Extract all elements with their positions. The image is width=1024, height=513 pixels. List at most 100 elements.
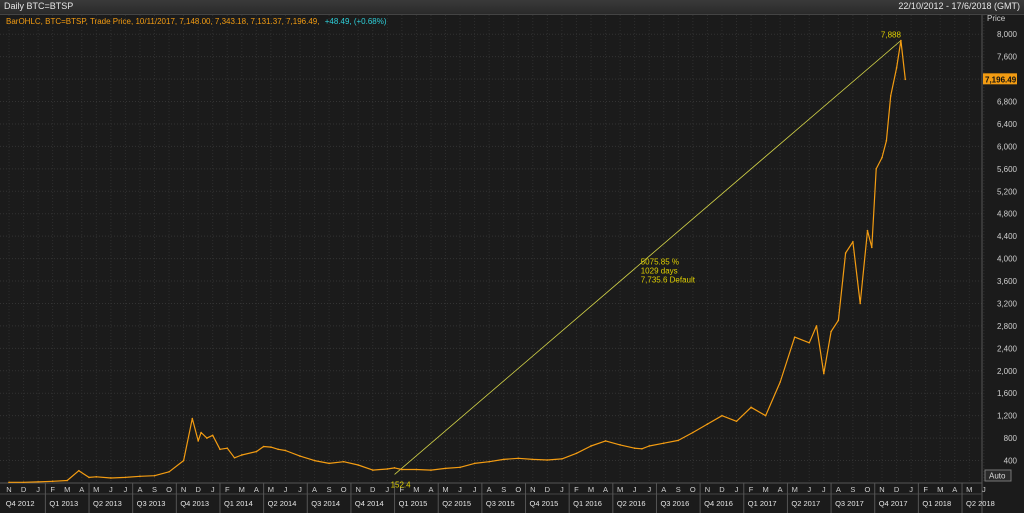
month-tick-label: S: [850, 485, 855, 494]
price-point: [735, 420, 738, 423]
month-tick-label: D: [370, 485, 376, 494]
month-tick-label: M: [762, 485, 768, 494]
month-tick-label: D: [195, 485, 201, 494]
price-point: [837, 319, 840, 322]
month-tick-label: A: [952, 485, 957, 494]
plot-area: [0, 15, 982, 483]
price-point: [200, 431, 202, 434]
price-point: [8, 481, 10, 484]
trend-stat-percent: 5075.85 %: [641, 257, 679, 266]
y-tick-labels: 400 800 1,200 1,600 2,000 2,400 2,800 3,200 3,60…: [997, 30, 1018, 465]
month-tick-label: N: [355, 485, 360, 494]
price-chart[interactable]: BarOHLC, BTC=BTSP, Trade Price, 10/11/20…: [0, 15, 1024, 513]
month-tick-label: M: [617, 485, 623, 494]
month-tick-label: J: [647, 485, 651, 494]
month-tick-label: N: [705, 485, 710, 494]
y-tick-label: 1,600: [997, 389, 1018, 398]
month-tick-label: J: [735, 485, 739, 494]
price-point: [885, 140, 888, 142]
month-tick-label: S: [152, 485, 157, 494]
month-tick-label: O: [166, 485, 172, 494]
price-point: [401, 468, 403, 471]
trend-stat-default: 7,735.6 Default: [641, 275, 696, 284]
price-point: [793, 336, 796, 338]
price-point: [78, 469, 80, 472]
y-tick-label: 2,800: [997, 322, 1018, 331]
month-tick-label: J: [807, 485, 811, 494]
month-tick-label: A: [487, 485, 492, 494]
y-tick-label: 5,200: [997, 187, 1018, 196]
price-point: [895, 67, 898, 69]
month-tick-label: J: [560, 485, 564, 494]
price-point: [692, 431, 694, 434]
price-point: [706, 423, 709, 425]
y-tick-label: 8,000: [997, 30, 1018, 39]
price-point: [517, 457, 520, 460]
price-point: [241, 454, 243, 456]
month-tick-label: J: [36, 485, 40, 494]
month-tick-label: N: [181, 485, 186, 494]
price-point: [66, 479, 68, 482]
price-point: [815, 325, 818, 327]
month-tick-label: M: [93, 485, 99, 494]
y-tick-label: 4,400: [997, 232, 1018, 241]
y-tick-label: 1,200: [997, 412, 1018, 421]
quarter-tick-label: Q1 2016: [573, 499, 602, 508]
price-point: [561, 458, 563, 460]
price-point: [590, 445, 592, 447]
quarter-tick-label: Q2 2015: [442, 499, 471, 508]
price-point: [226, 447, 229, 450]
quarter-tick-label: Q1 2013: [49, 499, 78, 508]
price-point: [648, 445, 650, 447]
month-tick-label: M: [64, 485, 70, 494]
quarter-tick-label: Q3 2016: [660, 499, 689, 508]
month-tick-label: A: [778, 485, 783, 494]
price-point: [677, 439, 680, 442]
last-price-badge: [983, 73, 1017, 85]
price-point: [459, 466, 461, 469]
quarter-tick-label: Q1 2018: [922, 499, 951, 508]
price-point: [313, 459, 316, 462]
price-point: [823, 372, 825, 375]
price-point: [233, 456, 236, 459]
quarter-tick-label: Q4 2015: [530, 499, 559, 508]
price-point: [444, 467, 447, 470]
price-point: [808, 341, 811, 344]
price-point: [191, 417, 194, 420]
month-tick-label: D: [545, 485, 551, 494]
low-annotation: 152.4: [391, 480, 412, 489]
price-point: [875, 168, 877, 170]
price-axis-label: Price: [987, 15, 1006, 23]
month-tick-label: J: [109, 485, 113, 494]
price-point: [153, 474, 156, 477]
quarter-tick-label: Q4 2017: [879, 499, 908, 508]
quarter-tick-label: Q2 2018: [966, 499, 995, 508]
price-point: [371, 469, 374, 471]
quarter-tick-label: Q4 2012: [6, 499, 35, 508]
trend-line[interactable]: [394, 40, 902, 475]
month-tick-label: F: [749, 485, 754, 494]
y-tick-label: 5,600: [997, 165, 1018, 174]
price-points: [8, 39, 907, 484]
month-tick-label: J: [298, 485, 302, 494]
month-tick-label: M: [413, 485, 419, 494]
month-tick-label: O: [690, 485, 696, 494]
month-tick-label: J: [284, 485, 288, 494]
price-point: [95, 476, 98, 478]
quarter-labels: Q4 2012 Q1 2013 Q2 2013 Q3 2013 Q4 2013 Q1 20…: [6, 483, 995, 513]
auto-scale-button[interactable]: [984, 469, 1012, 482]
price-point: [852, 240, 854, 243]
month-tick-label: A: [836, 485, 841, 494]
y-tick-label: 6,800: [997, 98, 1018, 107]
month-tick-label: O: [865, 485, 871, 494]
month-tick-label: M: [442, 485, 448, 494]
legend-change-text: +48.49, (+0.68%): [325, 17, 387, 26]
quarter-tick-label: Q1 2014: [224, 499, 253, 508]
price-point: [866, 229, 869, 232]
price-point: [22, 481, 25, 484]
price-point: [393, 467, 396, 469]
month-tick-label: N: [530, 485, 535, 494]
quarter-tick-label: Q2 2017: [791, 499, 820, 508]
